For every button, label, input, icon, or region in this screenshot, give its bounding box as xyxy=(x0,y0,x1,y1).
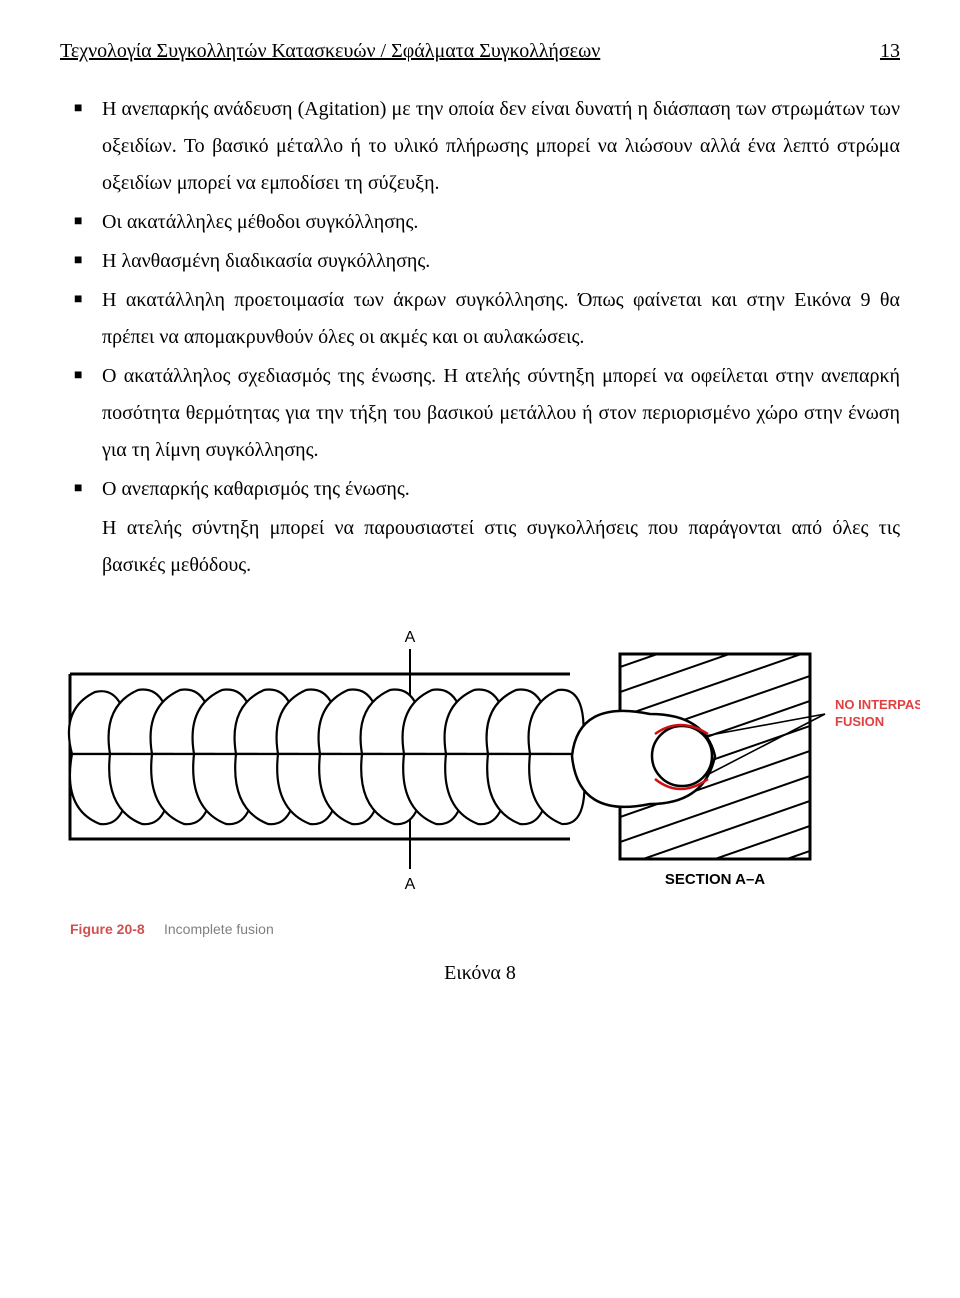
running-header: Τεχνολογία Συγκολλητών Κατασκευών / Σφάλ… xyxy=(60,40,900,63)
section-view: SECTION A–A xyxy=(572,614,830,944)
section-label-bottom: A xyxy=(405,876,416,893)
closing-text: Η ατελής σύντηξη μπορεί να παρουσιαστεί … xyxy=(102,517,900,576)
figure-ref-label: Figure 20-8 xyxy=(70,921,145,937)
bullet-item: Η λανθασμένη διαδικασία συγκόλλησης. xyxy=(60,243,900,280)
section-header-label: SECTION A–A xyxy=(665,871,765,888)
bullet-item: Οι ακατάλληλες μέθοδοι συγκόλλησης. xyxy=(60,204,900,241)
weld-top-view: A A xyxy=(69,629,585,893)
closing-paragraph: Η ατελής σύντηξη μπορεί να παρουσιαστεί … xyxy=(60,510,900,584)
bullet-item: Ο ανεπαρκής καθαρισμός της ένωσης. xyxy=(60,471,900,508)
figure-container: A A xyxy=(60,614,900,985)
header-title: Τεχνολογία Συγκολλητών Κατασκευών / Σφάλ… xyxy=(60,40,600,63)
bullet-item: Η ανεπαρκής ανάδευση (Agitation) με την … xyxy=(60,91,900,202)
technical-diagram: A A xyxy=(60,614,920,944)
header-page-number: 13 xyxy=(880,40,900,63)
bullet-item: Ο ακατάλληλος σχεδιασμός της ένωσης. Η α… xyxy=(60,358,900,469)
section-label-top: A xyxy=(405,629,416,646)
figure-ref-text: Incomplete fusion xyxy=(164,921,274,937)
callout-line-2: FUSION xyxy=(835,714,884,729)
document-page: Τεχνολογία Συγκολλητών Κατασκευών / Σφάλ… xyxy=(0,0,960,1005)
callout-line-1: NO INTERPASS xyxy=(835,697,920,712)
bullet-item: Η ακατάλληλη προετοιμασία των άκρων συγκ… xyxy=(60,282,900,356)
figure-caption: Εικόνα 8 xyxy=(60,962,900,985)
bullet-list: Η ανεπαρκής ανάδευση (Agitation) με την … xyxy=(60,91,900,508)
